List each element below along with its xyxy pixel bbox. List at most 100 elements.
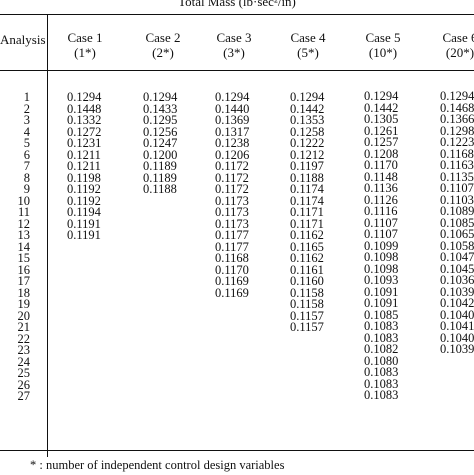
mass-value: 0.1161 xyxy=(290,262,324,277)
analysis-number: 13 xyxy=(17,228,31,242)
mass-value: 0.1294 xyxy=(215,90,250,104)
mass-value: 0.1039 xyxy=(440,342,474,356)
mass-value: 0.1369 xyxy=(215,113,250,127)
mass-value: 0.1198 xyxy=(67,170,101,185)
mass-value: 0.1091 xyxy=(364,296,399,310)
analysis-number: 25 xyxy=(17,366,31,380)
mass-value: 0.1206 xyxy=(215,147,250,162)
header-rule xyxy=(0,70,474,71)
mass-value: 0.1442 xyxy=(290,101,325,116)
case-header-5: Case 5 (10*) xyxy=(343,30,423,60)
mass-value: 0.1261 xyxy=(364,123,399,138)
mass-value: 0.1170 xyxy=(364,158,398,172)
mass-value: 0.1083 xyxy=(364,319,399,333)
mass-value: 0.1083 xyxy=(364,376,399,391)
mass-value: 0.1168 xyxy=(215,251,249,265)
mass-value: 0.1177 xyxy=(215,228,249,242)
mass-value: 0.1231 xyxy=(67,136,102,150)
mass-value: 0.1091 xyxy=(364,284,399,299)
mass-value: 0.1194 xyxy=(67,205,101,219)
mass-value: 0.1162 xyxy=(290,228,324,242)
case-variable-count: (2*) xyxy=(152,45,174,60)
analysis-number: 4 xyxy=(23,124,30,139)
mass-value: 0.1042 xyxy=(440,296,474,310)
mass-value: 0.1171 xyxy=(290,205,324,219)
mass-value: 0.1173 xyxy=(215,216,249,231)
mass-value: 0.1047 xyxy=(440,250,474,264)
mass-value: 0.1169 xyxy=(215,274,249,288)
mass-value: 0.1191 xyxy=(67,216,101,231)
analysis-number: 16 xyxy=(17,262,31,277)
mass-value: 0.1171 xyxy=(290,216,324,231)
case-name: Case 3 xyxy=(216,30,252,45)
mass-value: 0.1083 xyxy=(364,388,399,402)
mass-value: 0.1440 xyxy=(215,101,250,116)
mass-value: 0.1135 xyxy=(440,169,474,184)
mass-value: 0.1272 xyxy=(67,124,102,139)
mass-value: 0.1192 xyxy=(67,193,101,208)
mass-value: 0.1294 xyxy=(364,89,399,103)
mass-value: 0.1188 xyxy=(290,170,324,185)
mass-value: 0.1433 xyxy=(143,101,178,116)
mass-value: 0.1085 xyxy=(364,307,399,322)
mass-value: 0.1197 xyxy=(290,159,324,173)
mass-value: 0.1099 xyxy=(364,238,399,253)
mass-value: 0.1189 xyxy=(143,159,177,173)
analysis-number: 9 xyxy=(23,182,30,196)
analysis-number: 8 xyxy=(23,170,30,185)
mass-value: 0.1366 xyxy=(440,112,474,126)
mass-value: 0.1082 xyxy=(364,342,399,356)
case-2-column: 0.1294 0.1433 0.1295 0.1256 0.1247 0.1200 0.11… xyxy=(143,91,178,196)
mass-value: 0.1058 xyxy=(440,238,474,253)
case-name: Case 2 xyxy=(145,30,181,45)
mass-value: 0.1126 xyxy=(364,192,398,207)
mass-value: 0.1157 xyxy=(290,308,324,323)
analysis-number: 2 xyxy=(23,101,30,116)
mass-value: 0.1247 xyxy=(143,136,178,150)
mass-value: 0.1191 xyxy=(67,228,101,242)
mass-value: 0.1098 xyxy=(364,261,399,276)
top-rule xyxy=(0,14,474,15)
mass-value: 0.1353 xyxy=(290,113,325,127)
case-name: Case 4 xyxy=(290,30,326,45)
mass-value: 0.1107 xyxy=(440,181,474,195)
mass-value: 0.1177 xyxy=(215,239,249,254)
mass-value: 0.1158 xyxy=(290,297,324,311)
case-header-4: Case 4 (5*) xyxy=(268,30,348,60)
mass-value: 0.1222 xyxy=(290,136,325,150)
mass-value: 0.1116 xyxy=(364,204,398,218)
mass-value: 0.1173 xyxy=(215,193,249,208)
mass-value: 0.1172 xyxy=(215,170,249,185)
analysis-header: Analysis xyxy=(0,32,46,47)
analysis-number: 24 xyxy=(17,354,31,369)
mass-value: 0.1192 xyxy=(67,182,101,196)
mass-value: 0.1163 xyxy=(440,158,474,172)
mass-value: 0.1295 xyxy=(143,113,178,127)
mass-value: 0.1211 xyxy=(67,159,101,173)
mass-value: 0.1294 xyxy=(440,89,474,103)
mass-value: 0.1093 xyxy=(364,273,399,287)
table-title: Total Mass (lb·sec²/in) xyxy=(178,0,296,9)
mass-value: 0.1098 xyxy=(364,250,399,264)
mass-value: 0.1045 xyxy=(440,261,474,276)
case-header-1: Case 1 (1*) xyxy=(45,30,125,60)
mass-value: 0.1170 xyxy=(215,262,249,277)
analysis-number: 17 xyxy=(17,274,31,288)
footnote: * : number of independent control design… xyxy=(30,458,285,472)
mass-value: 0.1172 xyxy=(215,182,249,196)
mass-value: 0.1257 xyxy=(364,135,399,149)
analysis-number: 18 xyxy=(17,285,31,300)
mass-value: 0.1442 xyxy=(364,100,399,115)
mass-value: 0.1238 xyxy=(215,136,250,150)
analysis-number: 21 xyxy=(17,320,31,334)
case-header-3: Case 3 (3*) xyxy=(194,30,274,60)
mass-value: 0.1085 xyxy=(440,215,474,230)
mass-value: 0.1136 xyxy=(364,181,398,195)
analysis-number: 26 xyxy=(17,377,31,392)
analysis-number: 10 xyxy=(17,193,31,208)
mass-value: 0.1200 xyxy=(143,147,178,162)
mass-value: 0.1294 xyxy=(290,90,325,104)
analysis-number: 20 xyxy=(17,308,31,323)
mass-value: 0.1169 xyxy=(215,285,249,300)
case-3-column: 0.1294 0.1440 0.1369 0.1317 0.1238 0.1206 0.11… xyxy=(215,90,250,300)
